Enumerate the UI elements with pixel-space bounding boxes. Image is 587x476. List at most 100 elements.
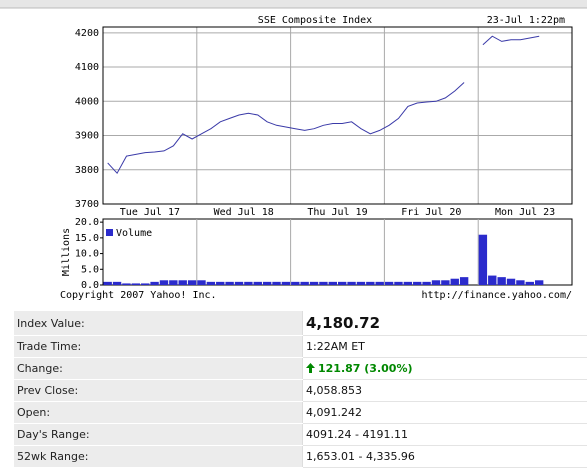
y-tick-label: 3900 [75,131,99,142]
value-text: 4,058.853 [306,384,362,397]
volume-bar [291,281,300,285]
quote-row: Index Value: 4,180.72 [14,311,587,336]
volume-bar [262,281,272,285]
volume-bar [488,275,497,285]
price-line [107,35,540,175]
label-text: Open: [17,406,51,419]
value-text: 4,180.72 [306,314,381,332]
source-url: http://finance.yahoo.com/ [421,290,572,301]
quote-row: Change: 121.87 (3.00%) [14,357,587,380]
label-text: 52wk Range: [17,450,89,463]
volume-bar [403,281,413,285]
quote-value: 1,653.01 - 4,335.96 [302,445,587,468]
volume-bar [112,281,122,285]
value-text: 1,653.01 - 4,335.96 [306,450,415,463]
quote-table: Index Value: 4,180.72 Trade Time: 1:22AM ET… [14,311,587,468]
timestamp: 23-Jul 1:22pm [487,15,565,26]
volume-bar [375,281,384,285]
quote-value: 1:22AM ET [302,335,587,358]
value-text: 121.87 (3.00%) [318,362,413,375]
x-tick-label: Fri Jul 20 [401,207,461,218]
label-text: Day's Range: [17,428,90,441]
quote-label: Day's Range: [14,423,303,446]
volume-bar [225,281,234,285]
volume-bar [169,280,178,285]
volume-bar [281,281,291,285]
volume-bar [384,281,394,285]
x-tick-label: Mon Jul 23 [495,207,555,218]
volume-bar [506,278,516,285]
legend-swatch [106,229,113,236]
volume-bar [328,281,337,285]
volume-bar [309,281,319,285]
quote-value: 4,058.853 [302,379,587,402]
volume-bar [187,280,197,285]
volume-bar [347,281,356,285]
volume-bar [422,281,431,285]
volume-bar [525,281,534,285]
volume-bar [197,280,206,285]
quote-value: 4,180.72 [302,311,587,336]
y-tick-label: 3800 [75,165,99,176]
volume-bar [234,281,244,285]
volume-bar [159,280,169,285]
chart-title: SSE Composite Index [258,15,372,26]
y-tick-label: 10.0 [75,249,99,260]
y-tick-label: 4000 [75,96,99,107]
label-text: Index Value: [17,316,85,330]
label-text: Prev Close: [17,384,79,397]
volume-bar [356,281,366,285]
volume-bar [478,234,488,285]
volume-bar [319,281,328,285]
volume-bar [122,283,131,285]
plot-area [102,26,573,205]
label-text: Change: [17,362,63,375]
y-axis-label: Millions [61,228,72,276]
quote-row: 52wk Range: 1,653.01 - 4,335.96 [14,445,587,468]
volume-bar [534,280,544,285]
volume-bar [431,280,441,285]
quote-row: Trade Time: 1:22AM ET [14,335,587,358]
value-text: 4,091.242 [306,406,362,419]
y-tick-label: 20.0 [75,217,99,228]
volume-bar [103,281,112,285]
volume-bar [253,281,262,285]
volume-bar [272,281,281,285]
volume-bar [459,277,469,285]
volume-bar [516,280,525,285]
quote-value: 4091.24 - 4191.11 [302,423,587,446]
volume-bar [150,281,159,285]
volume-bar [450,278,459,285]
quote-row: Prev Close: 4,058.853 [14,379,587,402]
volume-bar [206,281,216,285]
x-tick-label: Thu Jul 19 [307,207,367,218]
volume-bar [244,281,253,285]
x-tick-label: Tue Jul 17 [120,207,180,218]
quote-label: Open: [14,401,303,424]
y-tick-label: 3700 [75,199,99,210]
volume-bar [178,280,187,285]
label-text: Trade Time: [17,340,82,353]
x-tick-label: Wed Jul 18 [214,207,274,218]
value-text: 1:22AM ET [306,340,365,353]
volume-bar [413,281,422,285]
y-tick-label: 0.0 [81,280,99,291]
quote-label: Prev Close: [14,379,303,402]
up-arrow-icon [306,362,318,375]
quote-row: Day's Range: 4091.24 - 4191.11 [14,423,587,446]
quote-label: Change: [14,357,303,380]
y-tick-label: 5.0 [81,264,99,275]
plot-area [102,218,573,286]
volume-bar [141,283,150,285]
quote-row: Open: 4,091.242 [14,401,587,424]
copyright: Copyright 2007 Yahoo! Inc. [60,290,217,301]
volume-bar [131,283,141,285]
volume-bar [441,280,450,285]
quote-label: Trade Time: [14,335,303,358]
volume-bar [497,277,506,285]
y-tick-label: 4100 [75,62,99,73]
y-tick-label: 15.0 [75,233,99,244]
quote-value: 121.87 (3.00%) [302,357,587,380]
quote-label: 52wk Range: [14,445,303,468]
